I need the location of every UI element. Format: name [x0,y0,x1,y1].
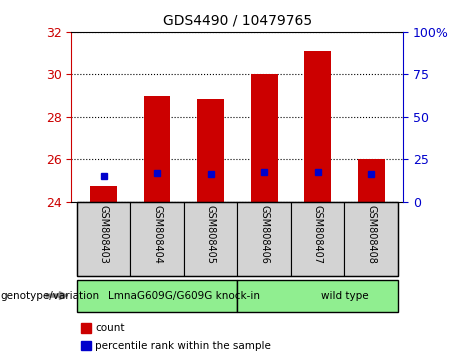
Bar [197,99,224,202]
Bar [130,202,184,276]
Bar [237,202,291,276]
Text: GSM808406: GSM808406 [259,205,269,264]
Text: GSM808408: GSM808408 [366,205,376,264]
Bar [77,280,237,312]
Text: LmnaG609G/G609G knock-in: LmnaG609G/G609G knock-in [108,291,260,301]
Bar [291,202,344,276]
Text: GSM808405: GSM808405 [206,205,216,264]
Title: GDS4490 / 10479765: GDS4490 / 10479765 [163,14,312,28]
Bar [344,202,398,276]
Text: genotype/variation: genotype/variation [0,291,99,301]
Bar [90,187,117,202]
Text: GSM808407: GSM808407 [313,205,323,264]
Text: wild type: wild type [321,291,368,301]
Bar [144,96,171,202]
Text: count: count [95,323,125,333]
Bar [304,51,331,202]
Bar [358,159,384,202]
Text: percentile rank within the sample: percentile rank within the sample [95,341,272,350]
Text: GSM808403: GSM808403 [99,205,109,264]
Bar [251,74,278,202]
Bar [237,280,398,312]
Bar [77,202,130,276]
Text: GSM808404: GSM808404 [152,205,162,264]
Bar [184,202,237,276]
